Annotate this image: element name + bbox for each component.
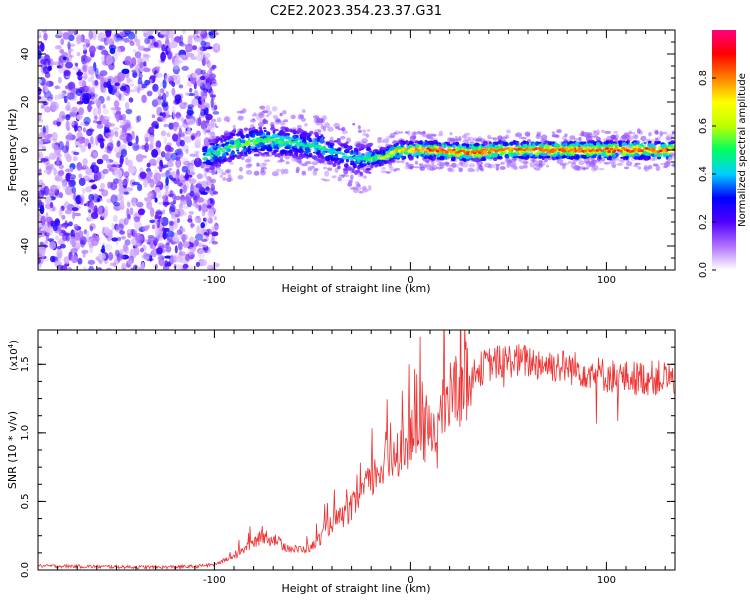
y-tick-label: 20: [20, 96, 31, 109]
colorbar-label: Normalized spectral amplitude: [737, 73, 748, 227]
spectrogram-ticks: [37, 29, 675, 271]
spectrogram-panel: -100 0 100 40 20 0 -20 -40 Height of straight …: [6, 29, 676, 295]
y-tick-label: 1.0: [20, 425, 31, 441]
spectrogram-xlabel: Height of straight line (km): [281, 282, 430, 295]
y-tick-label: 0.5: [20, 493, 31, 509]
snr-scale-suffix: ): [9, 340, 20, 344]
x-tick-label: 100: [597, 575, 616, 586]
x-tick-label: 0: [407, 575, 413, 586]
y-tick-label: -40: [20, 238, 31, 254]
colorbar: 0.0 0.2 0.4 0.6 0.8 Normalized spectral ampl…: [698, 30, 748, 278]
colorbar-gradient: [712, 30, 736, 270]
colorbar-tick-label: 0.4: [698, 166, 709, 182]
y-tick-label: 0: [20, 147, 31, 153]
x-tick-label: 100: [597, 275, 616, 286]
snr-frame: [37, 329, 676, 571]
spectral-ridge: [202, 105, 675, 194]
snr-panel: -100 0 100 0.0 0.5 1.0 1.5 Height of straight…: [6, 329, 676, 595]
colorbar-tick-label: 0.2: [698, 214, 709, 230]
colorbar-tick-label: 0.8: [698, 70, 709, 86]
spectrogram-frame: [37, 29, 676, 271]
colorbar-tick-label: 0.6: [698, 118, 709, 134]
y-tick-label: 40: [20, 48, 31, 61]
spectrogram-ylabel: Frequency (Hz): [6, 109, 19, 192]
snr-series: [38, 330, 675, 570]
x-tick-label: -100: [203, 275, 226, 286]
noise-region: [38, 30, 221, 270]
chart-title: C2E2.2023.354.23.37.G31: [270, 4, 442, 19]
x-tick-label: -100: [203, 575, 226, 586]
snr-scale-exponent: 4: [7, 343, 15, 348]
snr-xlabel: Height of straight line (km): [281, 582, 430, 595]
snr-ylabel: SNR (10 * v/v): [6, 411, 19, 489]
snr-line: [38, 330, 675, 570]
spectrogram-image: [38, 30, 675, 270]
x-tick-label: 0: [407, 275, 413, 286]
y-tick-label: 0.0: [20, 562, 31, 578]
colorbar-tick-label: 0.0: [698, 262, 709, 278]
snr-scale-label: (x104): [7, 340, 20, 371]
snr-scale-prefix: (x10: [9, 348, 20, 371]
y-tick-label: 1.5: [20, 356, 31, 372]
snr-background: [38, 330, 675, 570]
y-tick-label: -20: [20, 190, 31, 206]
